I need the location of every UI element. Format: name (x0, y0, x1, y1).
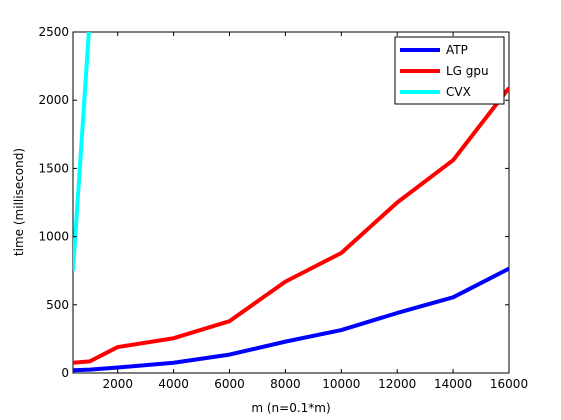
x-tick-label: 2000 (102, 377, 133, 391)
y-tick-label: 1500 (38, 161, 69, 175)
legend: ATP LG gpu CVX (394, 36, 505, 105)
series-layer (73, 32, 509, 373)
x-tick-label: 14000 (434, 377, 472, 391)
y-axis-title: time (millisecond) (12, 148, 26, 256)
legend-label: ATP (446, 43, 468, 57)
y-tick-label: 500 (46, 298, 69, 312)
axis-layer: 2000 4000 6000 8000 10000 12000 14000 16000 0 500… (38, 25, 528, 391)
series-line-lg-gpu (73, 86, 509, 365)
y-tick-label: 1000 (38, 230, 69, 244)
x-tick-label: 4000 (158, 377, 189, 391)
y-tick-label: 2000 (38, 93, 69, 107)
legend-label: CVX (446, 85, 471, 99)
legend-label: LG gpu (446, 64, 489, 78)
y-tick-label: 2500 (38, 25, 69, 39)
series-line-atp (73, 266, 509, 373)
x-tick-label: 8000 (270, 377, 301, 391)
x-tick-label: 10000 (322, 377, 360, 391)
y-tick-label: 0 (61, 366, 69, 380)
x-axis-title: m (n=0.1*m) (251, 401, 330, 415)
x-tick-label: 16000 (490, 377, 528, 391)
x-tick-label: 12000 (378, 377, 416, 391)
series-line-cvx (73, 32, 91, 271)
x-tick-label: 6000 (214, 377, 245, 391)
